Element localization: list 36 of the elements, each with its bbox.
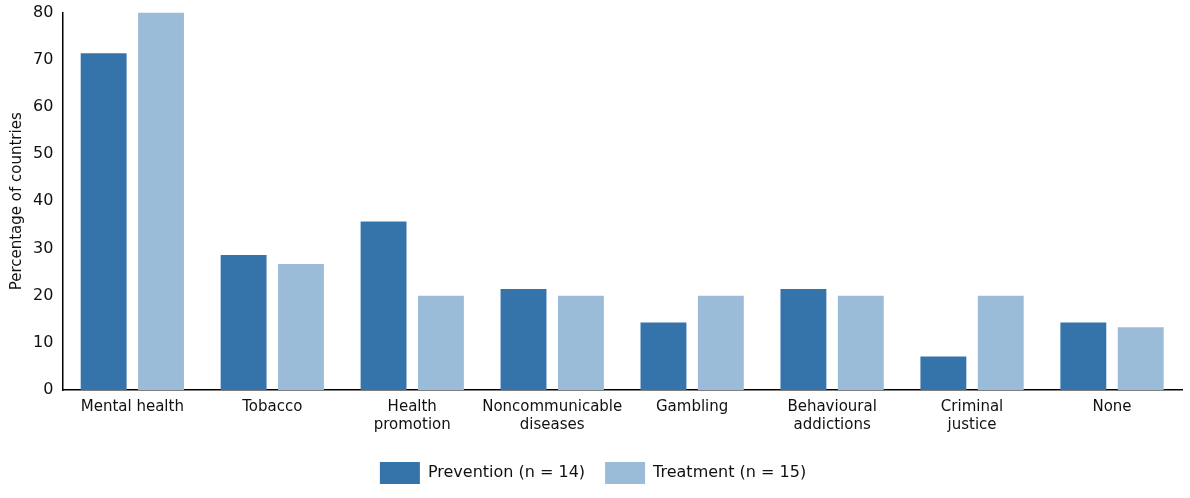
y-tick-label: 0 [43,379,54,399]
x-tick-label: None [1092,396,1132,415]
bar [360,221,407,390]
x-tick-label: Health promotion [373,396,451,433]
bar [557,295,604,390]
y-tick-label: 20 [33,284,54,304]
y-axis-title: Percentage of countries [6,112,25,291]
y-tick-label: 70 [33,48,54,68]
bar [920,356,967,390]
bar [780,289,827,390]
bar [977,295,1024,390]
y-tick-label: 10 [33,331,54,351]
x-tick-label: Tobacco [241,396,303,415]
bar [500,289,547,390]
bar [837,295,884,390]
x-tick-label: Criminal justice [940,396,1004,433]
y-tick-label: 30 [33,237,54,257]
y-tick-label: 50 [33,143,54,163]
bar [1060,322,1107,390]
y-tick-label: 40 [33,190,54,210]
legend-label: Prevention (n = 14) [427,462,586,482]
bar [80,53,127,390]
y-tick-label: 60 [33,96,54,116]
x-tick-label: Noncommunicable diseases [482,396,623,433]
bar [138,12,184,390]
bar [278,264,324,390]
legend-label: Treatment (n = 15) [652,462,807,482]
bar [640,322,687,390]
x-tick-label: Behavioural addictions [787,396,877,433]
y-tick-label: 80 [33,1,54,21]
bar [1117,327,1164,390]
x-tick-label: Mental health [80,396,184,415]
bar [697,295,744,390]
x-tick-label: Gambling [656,396,729,415]
bar [417,295,464,390]
bar [220,255,267,390]
